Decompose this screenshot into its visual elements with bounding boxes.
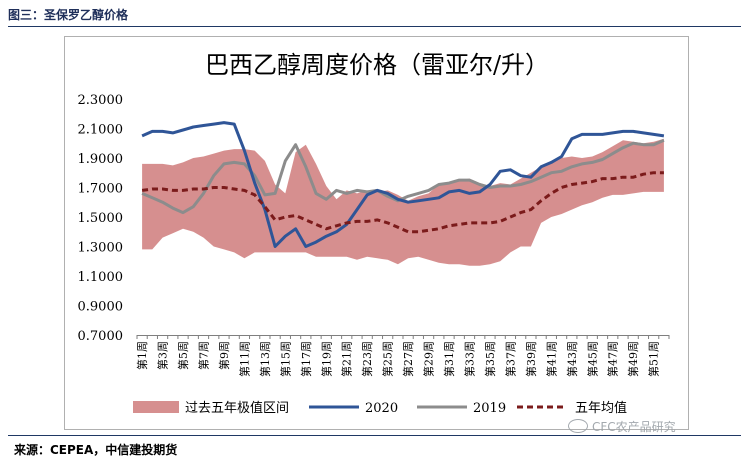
x-tick-label: 第19周 bbox=[319, 341, 333, 377]
y-tick-label: 1.3000 bbox=[78, 241, 124, 256]
watermark-text: CFC农产品研究 bbox=[592, 420, 676, 434]
series-line-2020 bbox=[141, 121, 665, 248]
x-tick-label: 第21周 bbox=[340, 341, 354, 377]
x-axis: 第1周 第3周 第5周 第7周 第9周 第11周 第13周 第15周 第17周 第19周 第21周第… bbox=[135, 335, 670, 377]
x-tick-label: 第23周 bbox=[360, 341, 374, 377]
y-tick-label: 0.7000 bbox=[78, 329, 124, 344]
x-tick-label: 第13周 bbox=[258, 341, 272, 377]
x-tick-label: 第1周 bbox=[135, 341, 149, 370]
y-tick-label: 1.1000 bbox=[78, 270, 124, 285]
legend: 过去五年极值区间 2020 2019 五年均值 bbox=[133, 400, 627, 416]
x-tick-label: 第7周 bbox=[197, 341, 211, 370]
y-tick-label: 1.5000 bbox=[78, 211, 124, 226]
x-tick-label: 第9周 bbox=[217, 341, 231, 370]
x-tick-label: 第45周 bbox=[585, 341, 599, 377]
x-tick-label: 第43周 bbox=[565, 341, 579, 377]
x-tick-label: 第17周 bbox=[299, 341, 313, 377]
y-tick-label: 1.7000 bbox=[78, 182, 124, 197]
x-tick-label: 第47周 bbox=[606, 341, 620, 377]
legend-label-2019: 2019 bbox=[473, 401, 506, 416]
x-tick-label: 第11周 bbox=[237, 341, 251, 377]
legend-label-five-year-avg: 五年均值 bbox=[575, 400, 627, 416]
chart-frame: 巴西乙醇周度价格（雷亚尔/升） 0.7000 0.9000 1.1000 1.3000… bbox=[64, 36, 689, 430]
watermark: CFC农产品研究 bbox=[568, 418, 676, 435]
legend-label-range: 过去五年极值区间 bbox=[185, 400, 289, 416]
x-tick-label: 第31周 bbox=[442, 341, 456, 377]
top-rule bbox=[8, 26, 741, 27]
x-tick-label: 第51周 bbox=[647, 341, 661, 377]
legend-swatch-range bbox=[133, 401, 179, 413]
chart-svg: 巴西乙醇周度价格（雷亚尔/升） 0.7000 0.9000 1.1000 1.3000… bbox=[78, 51, 670, 416]
x-tick-label: 第15周 bbox=[278, 341, 292, 377]
y-tick-label: 1.9000 bbox=[78, 152, 124, 167]
wechat-icon bbox=[568, 419, 588, 433]
figure-caption: 图三：圣保罗乙醇价格 bbox=[8, 8, 129, 22]
y-axis: 0.7000 0.9000 1.1000 1.3000 1.5000 1.7000 1.90… bbox=[78, 93, 124, 344]
x-tick-label: 第3周 bbox=[156, 341, 170, 370]
x-tick-label: 第27周 bbox=[401, 341, 415, 377]
series-line-five-year-avg bbox=[141, 171, 664, 234]
chart-title: 巴西乙醇周度价格（雷亚尔/升） bbox=[205, 51, 549, 79]
series-line-2019 bbox=[141, 138, 665, 215]
x-tick-label: 第39周 bbox=[524, 341, 538, 377]
legend-label-2020: 2020 bbox=[365, 401, 398, 416]
x-tick-label: 第35周 bbox=[483, 341, 497, 377]
x-tick-label: 第25周 bbox=[381, 341, 395, 377]
y-tick-label: 2.1000 bbox=[78, 123, 124, 138]
x-tick-label: 第37周 bbox=[503, 341, 517, 377]
bottom-rule bbox=[8, 435, 741, 436]
x-tick-label: 第49周 bbox=[626, 341, 640, 377]
x-tick-label: 第5周 bbox=[176, 341, 190, 370]
y-tick-label: 2.3000 bbox=[78, 93, 124, 108]
x-tick-label: 第41周 bbox=[544, 341, 558, 377]
plot-area bbox=[141, 121, 665, 266]
source-note: 来源：CEPEA，中信建投期货 bbox=[14, 443, 178, 457]
y-tick-label: 0.9000 bbox=[78, 300, 124, 315]
x-tick-label: 第29周 bbox=[422, 341, 436, 377]
x-tick-label: 第33周 bbox=[463, 341, 477, 377]
